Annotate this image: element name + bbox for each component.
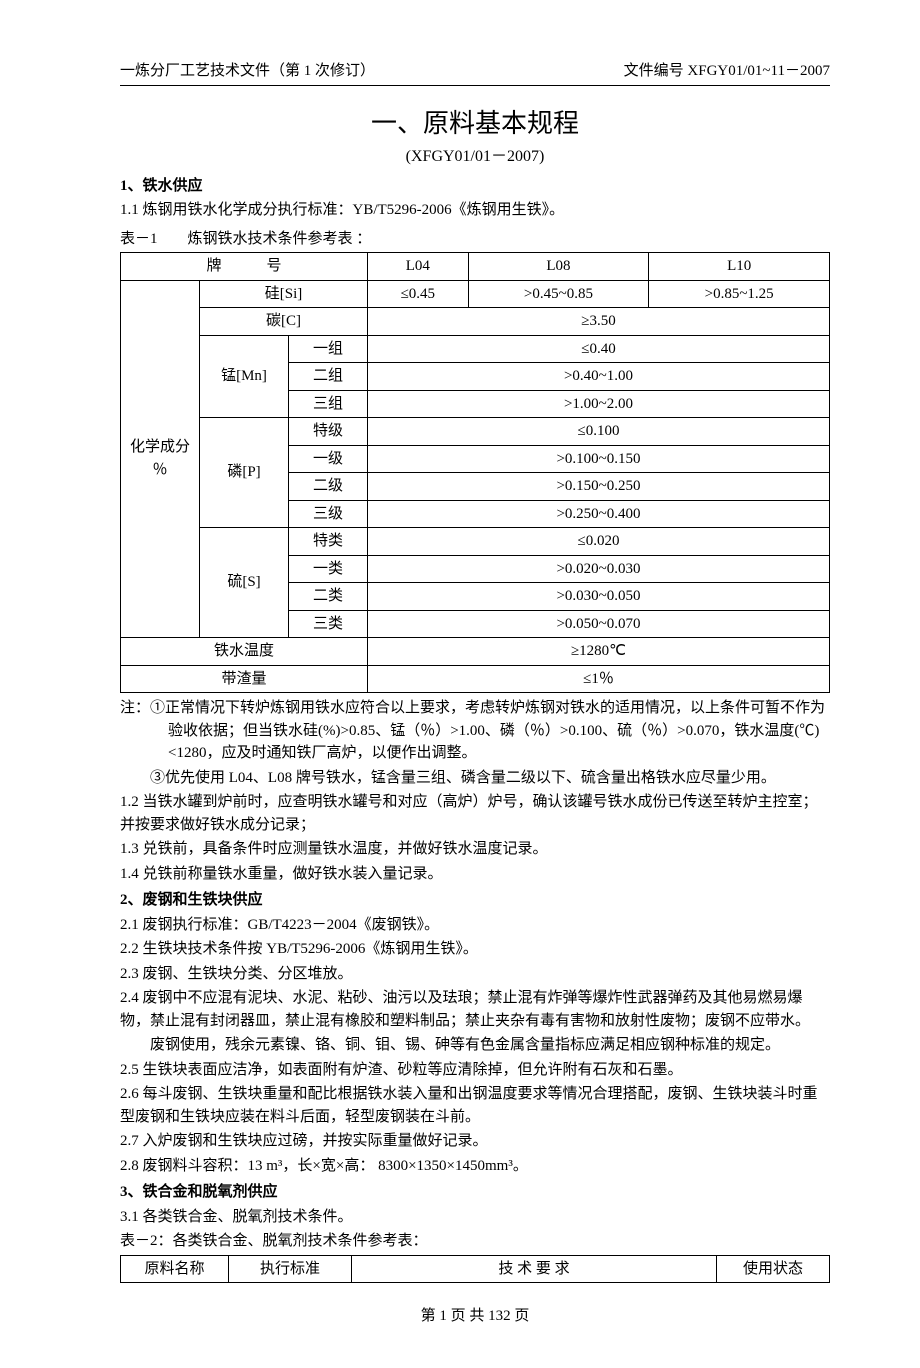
para-2-2: 2.2 生铁块技术条件按 YB/T5296-2006《炼钢用生铁》。 xyxy=(120,938,830,961)
t1-p-lvl-3: 三级 xyxy=(289,500,368,528)
t1-slag-val: ≤1％ xyxy=(368,665,830,693)
t1-mn-lvl-2: 三组 xyxy=(289,390,368,418)
doc-title: 一、原料基本规程 xyxy=(120,104,830,143)
t1-p-lvl-2: 二级 xyxy=(289,473,368,501)
t1-slag-name: 带渣量 xyxy=(121,665,368,693)
t1-s-lvl-0: 特类 xyxy=(289,528,368,556)
t1-mn-val-0: ≤0.40 xyxy=(368,335,830,363)
t2-h1: 执行标准 xyxy=(229,1255,352,1283)
t1-p-val-0: ≤0.100 xyxy=(368,418,830,446)
t1-mn-val-1: >0.40~1.00 xyxy=(368,363,830,391)
para-2-4: 2.4 废钢中不应混有泥块、水泥、粘砂、油污以及珐琅；禁止混有炸弹等爆炸性武器弹… xyxy=(120,987,830,1032)
t1-mn-lvl-1: 二组 xyxy=(289,363,368,391)
t1-s-val-0: ≤0.020 xyxy=(368,528,830,556)
table1: 牌 号 L04 L08 L10 化学成分％ 硅[Si] ≤0.45 >0.45~… xyxy=(120,252,830,693)
page-header: 一炼分厂工艺技术文件（第 1 次修订） 文件编号 XFGY01/01~11－20… xyxy=(120,60,830,86)
t2-h3: 使用状态 xyxy=(717,1255,830,1283)
page-footer: 第 1 页 共 132 页 xyxy=(120,1305,830,1328)
section3-heading: 3、铁合金和脱氧剂供应 xyxy=(120,1181,830,1204)
t1-s-val-2: >0.030~0.050 xyxy=(368,583,830,611)
para-1-2: 1.2 当铁水罐到炉前时，应查明铁水罐号和对应（高炉）炉号，确认该罐号铁水成份已… xyxy=(120,791,830,836)
para-2-8: 2.8 废钢料斗容积：13 m³，长×宽×高： 8300×1350×1450mm… xyxy=(120,1155,830,1178)
section1-heading: 1、铁水供应 xyxy=(120,175,830,198)
para-2-5: 2.5 生铁块表面应洁净，如表面附有炉渣、砂粒等应清除掉，但允许附有石灰和石墨。 xyxy=(120,1059,830,1082)
t2-h0: 原料名称 xyxy=(121,1255,229,1283)
t1-c-val: ≥3.50 xyxy=(368,308,830,336)
t1-s-lvl-1: 一类 xyxy=(289,555,368,583)
t1-p-name: 磷[P] xyxy=(200,418,289,528)
table1-caption: 表－1 炼钢铁水技术条件参考表 ： xyxy=(120,228,830,251)
table2-caption: 表－2：各类铁合金、脱氧剂技术条件参考表： xyxy=(120,1230,830,1253)
t1-temp-name: 铁水温度 xyxy=(121,638,368,666)
doc-subtitle: (XFGY01/01－2007) xyxy=(120,145,830,169)
t1-si-1: >0.45~0.85 xyxy=(468,280,649,308)
para-1-1: 1.1 炼钢用铁水化学成分执行标准：YB/T5296-2006《炼钢用生铁》。 xyxy=(120,199,830,222)
para-1-3: 1.3 兑铁前，具备条件时应测量铁水温度，并做好铁水温度记录。 xyxy=(120,838,830,861)
note-1: ③优先使用 L04、L08 牌号铁水，锰含量三组、磷含量二级以下、硫含量出格铁水… xyxy=(120,767,830,790)
t1-s-val-1: >0.020~0.030 xyxy=(368,555,830,583)
t1-s-name: 硫[S] xyxy=(200,528,289,638)
t1-s-lvl-3: 三类 xyxy=(289,610,368,638)
t2-h2: 技 术 要 求 xyxy=(352,1255,717,1283)
t1-si-name: 硅[Si] xyxy=(200,280,368,308)
t1-temp-val: ≥1280℃ xyxy=(368,638,830,666)
para-1-4: 1.4 兑铁前称量铁水重量，做好铁水装入量记录。 xyxy=(120,863,830,886)
para-2-6: 2.6 每斗废钢、生铁块重量和配比根据铁水装入量和出钢温度要求等情况合理搭配，废… xyxy=(120,1083,830,1128)
t1-si-0: ≤0.45 xyxy=(368,280,469,308)
t1-s-lvl-2: 二类 xyxy=(289,583,368,611)
para-2-3: 2.3 废钢、生铁块分类、分区堆放。 xyxy=(120,963,830,986)
section2-heading: 2、废钢和生铁块供应 xyxy=(120,889,830,912)
t1-p-val-1: >0.100~0.150 xyxy=(368,445,830,473)
t1-grade-0: L04 xyxy=(368,253,469,281)
t1-p-lvl-1: 一级 xyxy=(289,445,368,473)
t1-mn-val-2: >1.00~2.00 xyxy=(368,390,830,418)
note-0: 注：①正常情况下转炉炼钢用铁水应符合以上要求，考虑转炉炼钢对铁水的适用情况，以上… xyxy=(120,697,830,765)
t1-grade-1: L08 xyxy=(468,253,649,281)
header-left: 一炼分厂工艺技术文件（第 1 次修订） xyxy=(120,60,375,83)
header-right: 文件编号 XFGY01/01~11－2007 xyxy=(624,60,830,83)
t1-grade-2: L10 xyxy=(649,253,830,281)
t1-c-name: 碳[C] xyxy=(200,308,368,336)
t1-chem-label: 化学成分％ xyxy=(121,280,200,638)
t1-s-val-3: >0.050~0.070 xyxy=(368,610,830,638)
t1-mn-name: 锰[Mn] xyxy=(200,335,289,418)
t1-mn-lvl-0: 一组 xyxy=(289,335,368,363)
table1-notes: 注：①正常情况下转炉炼钢用铁水应符合以上要求，考虑转炉炼钢对铁水的适用情况，以上… xyxy=(120,697,830,789)
table2: 原料名称 执行标准 技 术 要 求 使用状态 xyxy=(120,1255,830,1284)
para-2-4b: 废钢使用，残余元素镍、铬、铜、钼、锡、砷等有色金属含量指标应满足相应钢种标准的规… xyxy=(120,1034,830,1057)
para-2-7: 2.7 入炉废钢和生铁块应过磅，并按实际重量做好记录。 xyxy=(120,1130,830,1153)
t1-si-2: >0.85~1.25 xyxy=(649,280,830,308)
t1-p-val-3: >0.250~0.400 xyxy=(368,500,830,528)
para-3-1: 3.1 各类铁合金、脱氧剂技术条件。 xyxy=(120,1206,830,1229)
para-2-1: 2.1 废钢执行标准：GB/T4223－2004《废钢铁》。 xyxy=(120,914,830,937)
t1-p-lvl-0: 特级 xyxy=(289,418,368,446)
t1-grade-label: 牌 号 xyxy=(121,253,368,281)
t1-p-val-2: >0.150~0.250 xyxy=(368,473,830,501)
